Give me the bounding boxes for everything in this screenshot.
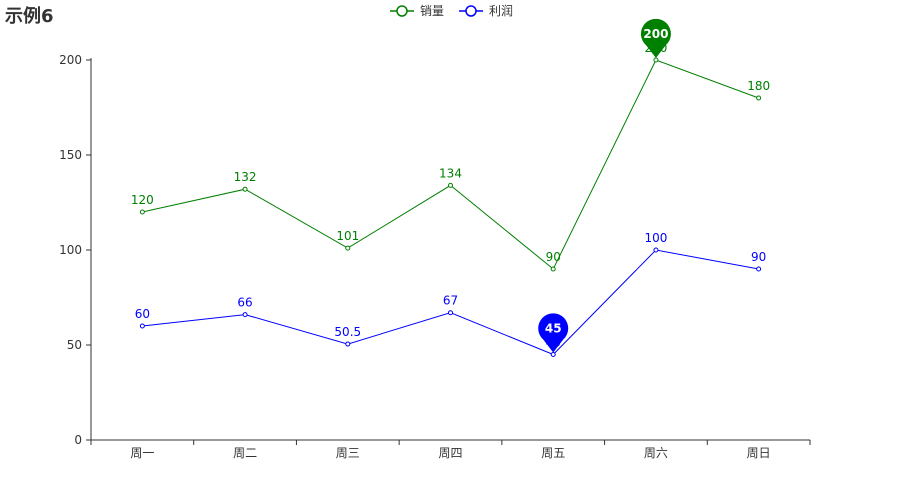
data-point[interactable] xyxy=(139,323,145,329)
mark-pin-shape xyxy=(640,18,671,58)
series-2 xyxy=(139,247,762,357)
data-point[interactable] xyxy=(550,266,556,272)
series-1 xyxy=(139,57,762,272)
mark-pin-label: 200 xyxy=(643,27,668,41)
chart-title: 示例6 xyxy=(5,6,54,27)
y-axis: 0 50 100 150 200 xyxy=(59,53,92,447)
data-label: 66 xyxy=(237,296,252,310)
legend-marker-icon xyxy=(396,5,408,17)
mark-point-min[interactable]: 45 xyxy=(538,313,569,353)
y-tick-label: 0 xyxy=(74,433,82,447)
data-label: 180 xyxy=(747,79,770,93)
data-label: 100 xyxy=(644,231,667,245)
x-tick-label: 周三 xyxy=(336,446,360,460)
y-tick-label: 100 xyxy=(59,243,82,257)
x-axis: 周一 周二 周三 周四 周五 周六 周日 xyxy=(90,439,811,460)
data-label: 50.5 xyxy=(334,325,361,339)
data-labels: 12013210113490200180606650.5674510090 xyxy=(131,41,770,350)
mark-points: 200 45 xyxy=(538,18,671,353)
data-label: 90 xyxy=(751,250,766,264)
legend-item-2[interactable]: 利润 xyxy=(459,4,513,18)
mark-pin-label: 45 xyxy=(545,322,562,336)
x-tick-label: 周六 xyxy=(644,446,668,460)
legend-label: 利润 xyxy=(489,4,513,18)
mark-pin-shape xyxy=(538,313,569,353)
data-label: 90 xyxy=(546,250,561,264)
data-label: 132 xyxy=(234,170,257,184)
x-tick-label: 周五 xyxy=(541,446,565,460)
data-label: 67 xyxy=(443,294,458,308)
data-point[interactable] xyxy=(345,341,351,347)
data-point[interactable] xyxy=(653,57,659,63)
legend-item-1[interactable]: 销量 xyxy=(390,4,444,18)
data-point[interactable] xyxy=(448,182,453,188)
x-tick-label: 周四 xyxy=(438,446,462,460)
mark-point-max[interactable]: 200 xyxy=(640,18,671,58)
data-point[interactable] xyxy=(242,186,248,192)
y-tick-label: 200 xyxy=(59,53,82,67)
y-tick-label: 50 xyxy=(67,338,82,352)
data-point[interactable] xyxy=(242,312,248,318)
data-point[interactable] xyxy=(756,266,762,272)
data-label: 134 xyxy=(439,166,462,180)
data-label: 101 xyxy=(336,229,359,243)
x-tick-label: 周一 xyxy=(130,446,154,460)
series-layer xyxy=(139,57,762,357)
legend-marker-icon xyxy=(465,5,477,17)
data-point[interactable] xyxy=(653,247,659,253)
legend[interactable]: 销量 利润 xyxy=(390,4,513,18)
data-point[interactable] xyxy=(345,245,351,251)
data-label: 120 xyxy=(131,193,154,207)
data-point[interactable] xyxy=(139,209,145,215)
data-point[interactable] xyxy=(550,352,556,357)
legend-label: 销量 xyxy=(420,4,444,18)
y-tick-label: 150 xyxy=(59,148,82,162)
data-point[interactable] xyxy=(756,95,762,101)
x-tick-label: 周日 xyxy=(747,446,771,460)
data-point[interactable] xyxy=(448,310,453,316)
x-tick-label: 周二 xyxy=(233,446,257,460)
data-label: 60 xyxy=(135,307,150,321)
